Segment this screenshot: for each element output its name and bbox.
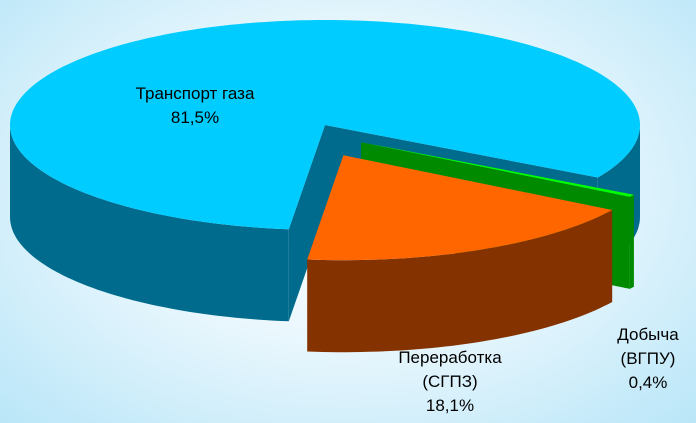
category-label: Переработка (СГПЗ) bbox=[398, 348, 502, 391]
slice-label: Добыча (ВГПУ) 0,4% bbox=[600, 323, 696, 395]
value-label: 81,5% bbox=[170, 108, 220, 127]
slice-side bbox=[10, 125, 289, 322]
value-label: 0,4% bbox=[628, 373, 668, 392]
category-label: Транспорт газа bbox=[135, 84, 255, 103]
slice-face bbox=[288, 125, 325, 322]
slice bbox=[361, 142, 634, 197]
slice-side bbox=[629, 194, 634, 289]
slice-side bbox=[307, 210, 613, 353]
slice bbox=[10, 20, 640, 230]
value-label: 18,1% bbox=[425, 396, 475, 415]
slice bbox=[307, 155, 613, 261]
slice-label: Транспорт газа 81,5% bbox=[125, 82, 265, 130]
slice-label: Переработка (СГПЗ) 18,1% bbox=[380, 346, 520, 418]
category-label: Добыча (ВГПУ) bbox=[617, 325, 679, 368]
